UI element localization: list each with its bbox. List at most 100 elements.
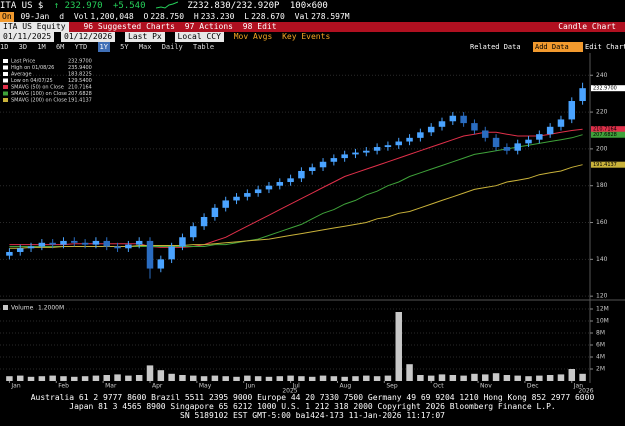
period[interactable]: YTD bbox=[74, 43, 88, 51]
on-label: On bbox=[0, 12, 14, 22]
period[interactable]: 5Y bbox=[120, 43, 129, 51]
candle-body bbox=[319, 161, 327, 168]
volume-bar bbox=[265, 376, 273, 381]
volume-bar bbox=[38, 376, 46, 381]
legend-value: 210.7164 bbox=[68, 85, 92, 91]
y-tick-label: 120 bbox=[596, 293, 608, 300]
x-tick-label: Nov bbox=[480, 383, 492, 390]
high-label: H bbox=[193, 12, 199, 21]
menu-item[interactable]: 97 Actions bbox=[184, 22, 233, 31]
volume-bar bbox=[330, 376, 338, 381]
bid-ask-size: 100×600 bbox=[289, 1, 328, 11]
menu-item[interactable]: 98 Edit bbox=[242, 22, 277, 31]
y-tick-label: 10M bbox=[596, 318, 609, 325]
x-tick-label: Mar bbox=[105, 383, 117, 390]
legend-label: SMAVG (100) on Close bbox=[11, 91, 67, 97]
menu-item[interactable]: 96 Suggested Charts bbox=[83, 22, 175, 31]
candle-body bbox=[471, 123, 478, 131]
edit-chart[interactable]: Edit Chart bbox=[585, 43, 625, 51]
menu-bar: ITA US Equity 96 Suggested Charts 97 Act… bbox=[0, 22, 625, 32]
candle-body bbox=[146, 240, 154, 269]
footer-line: SN 5189102 EST GMT-5:00 ba1424-173 11-Ja… bbox=[180, 411, 445, 420]
volume-bar bbox=[579, 373, 586, 381]
volume-bar bbox=[546, 375, 554, 381]
ccy-select[interactable]: Local CCY bbox=[174, 32, 224, 42]
high: 233.230 bbox=[200, 12, 235, 21]
period[interactable]: 6M bbox=[55, 43, 65, 51]
y-tick-label: 200 bbox=[596, 145, 608, 152]
x-tick-label: Oct bbox=[433, 383, 444, 390]
candle-body bbox=[503, 147, 511, 151]
volume-bar bbox=[514, 375, 521, 381]
x-tick-label: Jun bbox=[245, 383, 256, 390]
open-label: O bbox=[143, 12, 149, 21]
period[interactable]: 1M bbox=[37, 43, 46, 51]
candle-body bbox=[81, 242, 89, 245]
table-button[interactable]: Table bbox=[192, 43, 215, 51]
x-tick-label: Jan bbox=[573, 383, 583, 390]
y-tick-label: 4M bbox=[596, 354, 605, 361]
legend-label: High on 01/08/26 bbox=[11, 65, 54, 71]
candle-body bbox=[276, 182, 284, 186]
candle-body bbox=[579, 88, 586, 102]
volume-bar bbox=[449, 375, 457, 381]
ticker: ITA US $ bbox=[0, 1, 44, 11]
volume-bar bbox=[363, 375, 370, 381]
candle-body bbox=[60, 240, 67, 245]
volume-bar bbox=[254, 376, 262, 381]
candle-body bbox=[363, 150, 370, 153]
candle-body bbox=[38, 242, 46, 247]
price-tag-label: 232.9700 bbox=[593, 86, 617, 92]
period[interactable]: 1Y bbox=[97, 42, 110, 52]
period[interactable]: Max bbox=[138, 43, 152, 51]
volume-bar bbox=[135, 375, 143, 381]
candle-body bbox=[352, 152, 359, 155]
x-tick-label: Dec bbox=[527, 383, 539, 390]
end-date[interactable]: 01/12/2026 bbox=[61, 32, 116, 42]
volume-bar bbox=[27, 376, 35, 381]
period[interactable]: 1D bbox=[0, 43, 9, 51]
y-tick-label: 160 bbox=[596, 219, 608, 226]
legend-value: 232.9700 bbox=[68, 59, 92, 65]
start-date[interactable]: 01/11/2025 bbox=[0, 32, 55, 42]
volume-bar bbox=[49, 375, 56, 381]
toggle[interactable]: Key Events bbox=[282, 32, 331, 41]
x-tick-label: Sep bbox=[386, 383, 398, 390]
candle-body bbox=[384, 145, 392, 148]
candle-body bbox=[103, 240, 110, 247]
volume-bar bbox=[211, 375, 219, 381]
add-data[interactable]: Add Data bbox=[533, 42, 583, 52]
price-tag bbox=[591, 85, 625, 92]
candle-body bbox=[92, 240, 100, 245]
volume-bar bbox=[244, 375, 251, 381]
candle-body bbox=[71, 240, 78, 243]
candle-body bbox=[482, 130, 489, 138]
volume-bar bbox=[384, 375, 392, 381]
toggle[interactable]: Mov Avgs bbox=[233, 32, 273, 41]
legend-value: 235.9400 bbox=[68, 65, 92, 71]
volume-bar bbox=[233, 376, 240, 381]
volume-bar bbox=[352, 376, 359, 381]
field-select[interactable]: Last Px bbox=[125, 32, 165, 42]
candle-body bbox=[308, 167, 316, 171]
volume-bar bbox=[406, 364, 413, 381]
period[interactable]: 3D bbox=[18, 43, 28, 51]
candle-body bbox=[492, 137, 500, 148]
related-data[interactable]: Related Data bbox=[470, 43, 521, 51]
x-tick-label: May bbox=[199, 383, 212, 390]
year-label: 2026 bbox=[578, 388, 593, 394]
candle-body bbox=[168, 246, 175, 260]
candle-body bbox=[417, 132, 424, 138]
y-tick-label: 180 bbox=[596, 182, 608, 189]
legend-value: 207.6828 bbox=[68, 91, 92, 97]
candle-body bbox=[330, 158, 338, 162]
volume-bar bbox=[427, 375, 435, 381]
legend-swatch bbox=[3, 59, 8, 63]
security-field[interactable]: ITA US Equity bbox=[0, 22, 69, 32]
volume-legend-value: 1.2000M bbox=[38, 305, 64, 312]
legend-swatch bbox=[3, 85, 8, 89]
footer-line: Australia 61 2 9777 8600 Brazil 5511 239… bbox=[30, 393, 595, 402]
frequency[interactable]: Daily bbox=[161, 43, 183, 51]
volume-bar bbox=[417, 375, 424, 381]
